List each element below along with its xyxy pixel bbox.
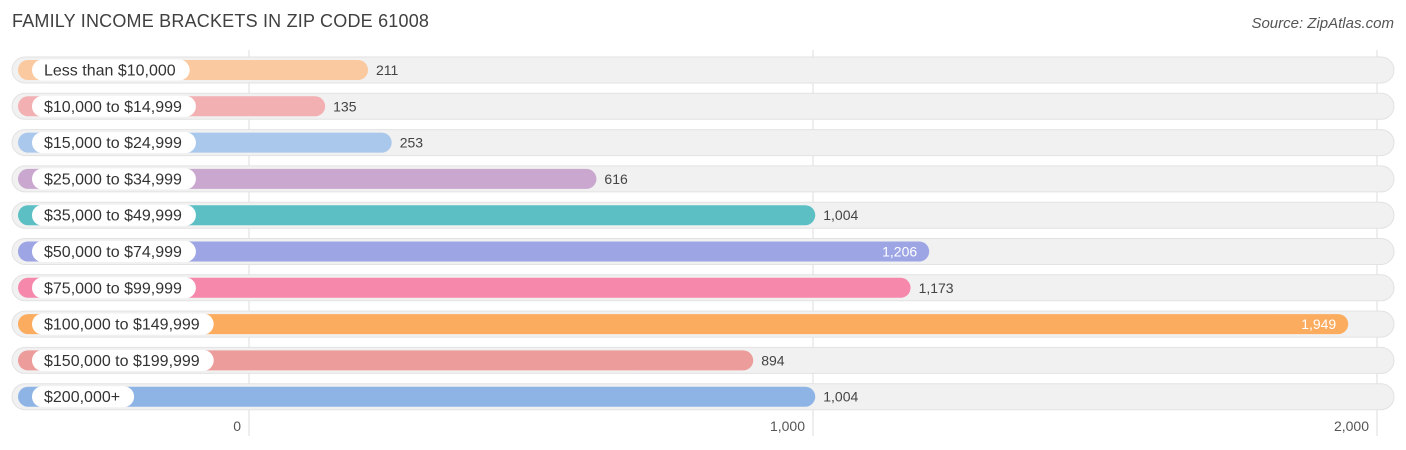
bar-row: $150,000 to $199,999 894 <box>11 346 1395 374</box>
bar-row: Less than $10,000 211 <box>11 56 1395 84</box>
bar <box>18 241 930 262</box>
bar-row: $100,000 to $149,999 1,949 <box>11 310 1395 338</box>
category-label: $25,000 to $34,999 <box>44 171 182 188</box>
bar <box>18 277 911 298</box>
bar-rows: Less than $10,000 211 $10,000 to $14,999 13… <box>11 56 1395 411</box>
bar-row: $10,000 to $14,999 135 <box>11 92 1395 120</box>
value-label: 135 <box>333 98 357 114</box>
category-pill <box>32 132 196 154</box>
category-pill <box>32 277 196 299</box>
bar-row: $35,000 to $49,999 1,004 <box>11 201 1395 229</box>
bar-row: $50,000 to $74,999 1,206 <box>11 238 1395 265</box>
category-label: $100,000 to $149,999 <box>44 317 200 334</box>
category-label: $75,000 to $99,999 <box>44 280 182 297</box>
x-tick-label: 2,000 <box>1334 418 1369 434</box>
chart-title: FAMILY INCOME BRACKETS IN ZIP CODE 61008 <box>12 11 430 31</box>
category-pill <box>32 95 196 117</box>
bar-row: $25,000 to $34,999 616 <box>11 165 1395 193</box>
category-pill <box>32 241 196 262</box>
category-pill <box>32 349 214 371</box>
value-label: 1,206 <box>882 244 917 260</box>
category-label: $150,000 to $199,999 <box>44 353 200 370</box>
bar <box>18 386 816 407</box>
bar <box>18 205 816 226</box>
value-label: 894 <box>761 352 785 368</box>
category-label: $50,000 to $74,999 <box>44 244 182 261</box>
category-label: Less than $10,000 <box>44 63 176 80</box>
value-label: 1,173 <box>919 280 954 296</box>
category-pill <box>32 59 190 81</box>
bar-track <box>11 92 1395 120</box>
bar-row: $15,000 to $24,999 253 <box>11 129 1395 157</box>
source-label: Source: ZipAtlas.com <box>1251 15 1394 32</box>
bar-row: $75,000 to $99,999 1,173 <box>11 274 1395 302</box>
x-axis-ticks: 0 1,000 2,000 <box>233 418 1369 434</box>
category-label: $15,000 to $24,999 <box>44 135 182 152</box>
category-label: $10,000 to $14,999 <box>44 99 182 116</box>
bar-row: $200,000+ 1,004 <box>11 383 1395 411</box>
x-tick-label: 0 <box>233 418 241 434</box>
category-pill <box>32 168 196 190</box>
value-label: 1,949 <box>1301 316 1336 332</box>
value-label: 253 <box>400 135 424 151</box>
category-label: $200,000+ <box>44 389 120 406</box>
category-pill <box>32 313 214 335</box>
category-pill <box>32 204 196 226</box>
value-label: 1,004 <box>823 389 858 405</box>
category-label: $35,000 to $49,999 <box>44 208 182 225</box>
bar <box>18 314 1349 335</box>
x-tick-label: 1,000 <box>770 418 805 434</box>
value-label: 616 <box>604 171 628 187</box>
category-pill <box>32 386 135 408</box>
value-label: 1,004 <box>823 207 858 223</box>
value-label: 211 <box>376 62 399 78</box>
